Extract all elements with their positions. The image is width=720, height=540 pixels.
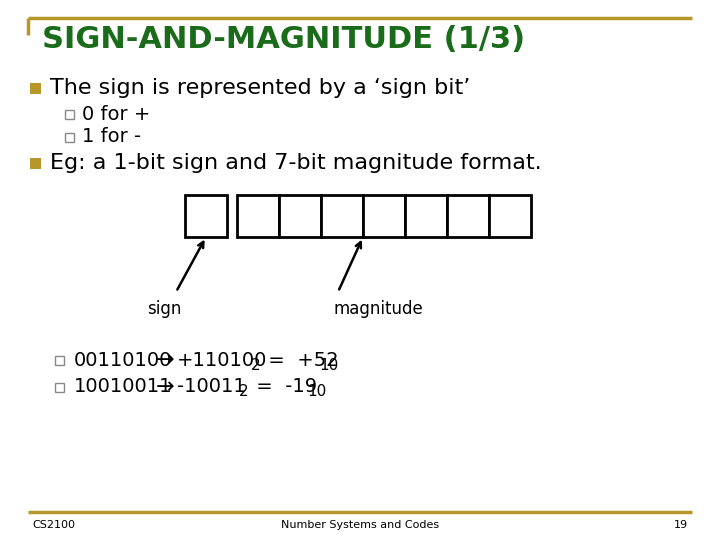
Bar xyxy=(65,110,74,119)
Text: 2: 2 xyxy=(239,384,248,400)
Text: →: → xyxy=(156,377,175,397)
Text: magnitude: magnitude xyxy=(333,300,423,318)
Text: sign: sign xyxy=(147,300,181,318)
Text: SIGN-AND-MAGNITUDE (1/3): SIGN-AND-MAGNITUDE (1/3) xyxy=(42,25,525,54)
Text: 10: 10 xyxy=(307,384,326,400)
Bar xyxy=(237,195,279,237)
Bar xyxy=(405,195,447,237)
Text: 2: 2 xyxy=(251,357,261,373)
Text: 19: 19 xyxy=(674,520,688,530)
Bar xyxy=(185,195,227,237)
Bar xyxy=(30,158,41,169)
Bar xyxy=(489,195,531,237)
Text: 1 for -: 1 for - xyxy=(82,127,141,146)
Bar xyxy=(55,383,64,392)
Text: 0 for +: 0 for + xyxy=(82,105,150,124)
Bar xyxy=(321,195,363,237)
Text: 00110100: 00110100 xyxy=(74,350,172,369)
Text: =  +52: = +52 xyxy=(262,350,338,369)
Text: 10: 10 xyxy=(319,357,338,373)
Text: CS2100: CS2100 xyxy=(32,520,75,530)
Text: Number Systems and Codes: Number Systems and Codes xyxy=(281,520,439,530)
Text: Eg: a 1-bit sign and 7-bit magnitude format.: Eg: a 1-bit sign and 7-bit magnitude for… xyxy=(50,153,541,173)
Text: 10010011: 10010011 xyxy=(74,377,173,396)
Text: The sign is represented by a ‘sign bit’: The sign is represented by a ‘sign bit’ xyxy=(50,78,470,98)
Bar xyxy=(447,195,489,237)
Text: →: → xyxy=(156,350,175,370)
Bar xyxy=(279,195,321,237)
Text: -10011: -10011 xyxy=(177,377,246,396)
Text: +110100: +110100 xyxy=(177,350,267,369)
Bar xyxy=(55,356,64,365)
Bar xyxy=(363,195,405,237)
Bar xyxy=(30,83,41,94)
Bar xyxy=(65,133,74,142)
Text: =  -19: = -19 xyxy=(250,377,317,396)
